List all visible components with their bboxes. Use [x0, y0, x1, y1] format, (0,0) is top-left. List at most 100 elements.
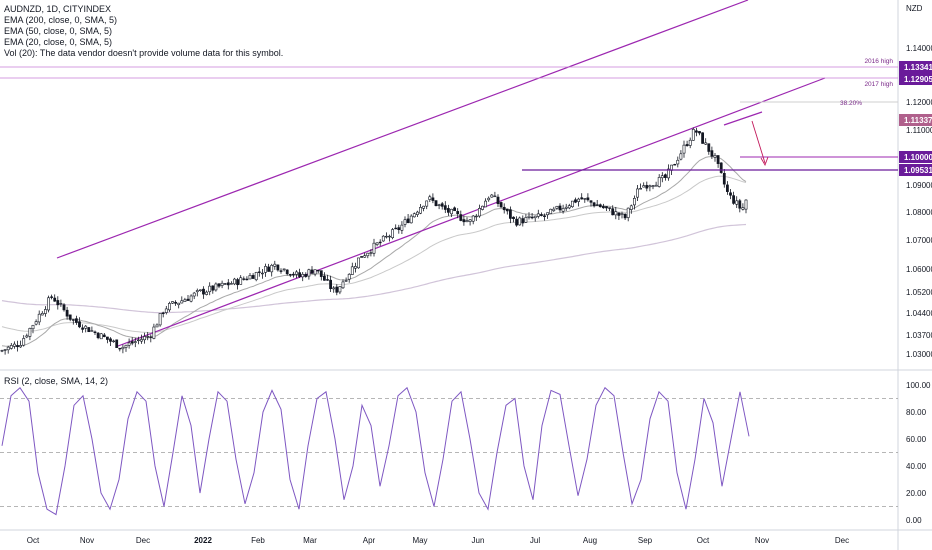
- candle: [205, 290, 209, 296]
- candle-body: [732, 195, 736, 204]
- candle: [434, 200, 438, 207]
- candle-body: [391, 229, 395, 238]
- candle-body: [440, 203, 444, 207]
- price-tick-label: 1.11000: [906, 126, 932, 135]
- candle: [406, 214, 410, 224]
- candle-body: [422, 205, 426, 209]
- candle: [217, 283, 221, 289]
- candle: [211, 285, 215, 294]
- candle: [71, 319, 75, 325]
- candle: [397, 224, 401, 234]
- legend-ema200[interactable]: EMA (200, close, 0, SMA, 5): [4, 15, 118, 25]
- badge-2017-high: 1.12905: [904, 75, 932, 84]
- candle-body: [530, 216, 534, 219]
- candle: [291, 271, 295, 278]
- candle: [601, 203, 605, 209]
- candle-body: [90, 330, 94, 332]
- candle: [598, 203, 602, 208]
- time-tick-label: Dec: [835, 536, 849, 545]
- candle: [319, 270, 323, 281]
- candle-body: [307, 269, 311, 277]
- candle: [313, 269, 317, 277]
- candle: [735, 196, 739, 209]
- candle-body: [96, 332, 100, 339]
- legend-ema20[interactable]: EMA (20, close, 0, SMA, 5): [4, 37, 113, 47]
- candle: [183, 297, 187, 302]
- candle-body: [68, 314, 72, 320]
- candle: [109, 337, 112, 346]
- candle-body: [0, 350, 4, 352]
- candle: [632, 195, 636, 210]
- badge-1-10000-bg: [899, 151, 932, 163]
- candle-body: [431, 197, 435, 201]
- candle-body: [698, 131, 701, 134]
- candle: [381, 235, 385, 242]
- candle: [626, 207, 630, 222]
- candle-body: [28, 328, 32, 337]
- candle: [208, 282, 212, 296]
- candle-body: [84, 325, 88, 329]
- candle: [146, 332, 150, 341]
- rsi-legend: RSI (2, close, SMA, 14, 2): [4, 376, 108, 387]
- candle-body: [629, 205, 633, 210]
- candle: [685, 140, 689, 147]
- candle: [267, 263, 271, 272]
- time-tick-label: Dec: [136, 536, 150, 545]
- candle: [722, 169, 726, 188]
- candle: [369, 249, 373, 257]
- candle-body: [381, 235, 385, 242]
- candle-body: [9, 345, 13, 349]
- legend-rsi[interactable]: RSI (2, close, SMA, 14, 2): [4, 376, 109, 386]
- legend-symbol[interactable]: AUDNZD, 1D, CITYINDEX: [4, 4, 112, 14]
- candle: [78, 317, 81, 329]
- candle: [93, 330, 97, 336]
- candle-body: [570, 200, 574, 208]
- candle-body: [443, 205, 447, 210]
- candle: [214, 282, 218, 292]
- candle: [592, 201, 596, 208]
- candle-body: [189, 295, 193, 302]
- candle-body: [536, 213, 540, 217]
- candle-body: [161, 312, 165, 315]
- candle: [102, 333, 106, 338]
- candle-body: [93, 331, 97, 333]
- candle: [611, 205, 615, 216]
- candle-body: [329, 279, 333, 289]
- candle-body: [605, 206, 608, 209]
- candle-body: [465, 220, 469, 223]
- candle-body: [121, 346, 125, 350]
- candle-body: [546, 212, 550, 216]
- legend-volume[interactable]: Vol (20): The data vendor doesn't provid…: [4, 48, 284, 58]
- candle-body: [171, 301, 174, 304]
- candle: [508, 206, 512, 224]
- time-tick-label: Sep: [638, 536, 653, 545]
- legend-ema50[interactable]: EMA (50, close, 0, SMA, 5): [4, 26, 113, 36]
- candle: [223, 283, 227, 285]
- candle: [456, 208, 460, 219]
- candle: [130, 337, 134, 346]
- candle: [199, 289, 202, 292]
- candle: [236, 277, 240, 290]
- candle-body: [713, 155, 717, 158]
- candle-body: [722, 173, 726, 185]
- candle-body: [298, 272, 302, 277]
- candle: [378, 239, 382, 246]
- candle: [555, 205, 559, 210]
- candle: [443, 201, 447, 214]
- candle-body: [744, 199, 748, 210]
- candle-body: [632, 198, 636, 206]
- candle: [171, 301, 174, 304]
- candle: [716, 155, 720, 168]
- time-tick-label: Aug: [583, 536, 597, 545]
- candle: [474, 213, 478, 221]
- candle: [654, 181, 658, 187]
- rsi-tick-label: 0.00: [906, 516, 922, 525]
- rsi-tick-label: 80.00: [906, 408, 927, 417]
- candle: [515, 216, 519, 227]
- candle: [363, 252, 367, 258]
- candle: [412, 212, 416, 218]
- candle: [468, 219, 472, 226]
- time-tick-label: Feb: [251, 536, 265, 545]
- candle: [192, 291, 196, 300]
- candle: [180, 296, 184, 304]
